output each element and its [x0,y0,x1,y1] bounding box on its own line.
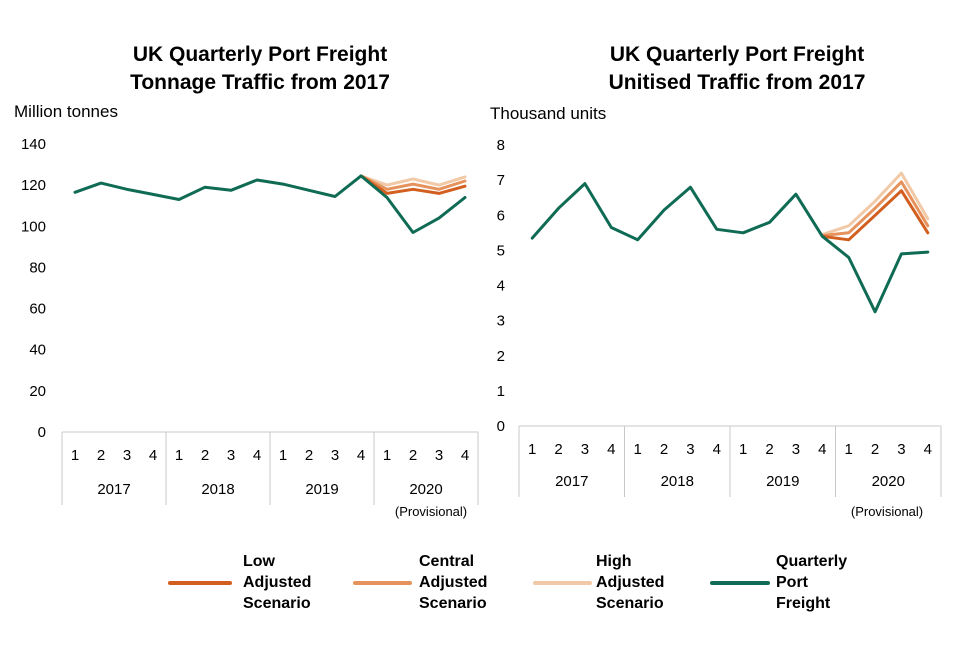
unitised-chart: UK Quarterly Port Freight Unitised Traff… [490,43,942,519]
unitised-quarter-label: 1 [739,441,747,458]
unitised-series-quarterly-port-freight [530,182,930,314]
tonnage-year-label: 2020 [409,481,442,498]
tonnage-chart-subtitle: Tonnage Traffic from 2017 [130,71,390,94]
tonnage-quarter-label: 4 [149,447,157,464]
unitised-quarter-label: 2 [765,441,773,458]
legend-label-central-adjusted-scenario: Scenario [419,595,487,612]
tonnage-quarter-label: 2 [409,447,417,464]
legend-label-low-adjusted-scenario: Adjusted [243,574,311,591]
unitised-series-high-adjusted-scenario [820,171,930,237]
tonnage-y-tick-label: 0 [38,424,46,441]
tonnage-y-axis-label: Million tonnes [14,102,118,121]
legend-label-quarterly-port-freight: Port [776,574,809,591]
legend-label-high-adjusted-scenario: Adjusted [596,574,664,591]
unitised-quarter-label: 1 [528,441,536,458]
unitised-y-tick-label: 3 [497,313,505,330]
unitised-y-tick-label: 1 [497,383,505,400]
legend: Low Adjusted Scenario Central Adjusted Scenar… [168,553,847,612]
unitised-quarter-label: 4 [713,441,721,458]
unitised-y-tick-label: 2 [497,348,505,365]
tonnage-series-central-adjusted-scenario [359,174,467,191]
unitised-year-label: 2019 [766,473,799,490]
legend-label-quarterly-port-freight: Freight [776,595,831,612]
unitised-provisional-note: (Provisional) [851,504,923,519]
unitised-y-tick-label: 8 [497,137,505,154]
unitised-y-tick-label: 5 [497,242,505,259]
legend-label-high-adjusted-scenario: High [596,553,632,570]
legend-label-quarterly-port-freight: Quarterly [776,553,847,570]
unitised-quarter-label: 4 [924,441,932,458]
tonnage-quarter-label: 3 [435,447,443,464]
unitised-y-tick-label: 4 [497,278,505,295]
tonnage-chart-title: UK Quarterly Port Freight [133,43,387,66]
unitised-series-low-adjusted-scenario [820,189,930,242]
tonnage-quarter-label: 1 [383,447,391,464]
tonnage-y-tick-label: 80 [29,259,46,276]
unitised-quarter-label: 3 [792,441,800,458]
unitised-quarter-label: 2 [871,441,879,458]
unitised-quarter-label: 3 [686,441,694,458]
tonnage-quarter-label: 4 [461,447,469,464]
unitised-chart-subtitle: Unitised Traffic from 2017 [609,71,866,94]
tonnage-series-high-adjusted-scenario [359,174,467,187]
unitised-quarter-label: 3 [897,441,905,458]
tonnage-chart: UK Quarterly Port Freight Tonnage Traffi… [14,43,479,519]
tonnage-quarter-label: 3 [227,447,235,464]
tonnage-series-low-adjusted-scenario [359,174,467,195]
unitised-year-label: 2020 [872,473,905,490]
tonnage-quarter-label: 3 [331,447,339,464]
tonnage-year-label: 2019 [305,481,338,498]
tonnage-quarter-label: 1 [71,447,79,464]
unitised-y-axis-label: Thousand units [490,104,606,123]
unitised-year-label: 2017 [555,473,588,490]
unitised-quarter-label: 2 [554,441,562,458]
tonnage-provisional-note: (Provisional) [395,504,467,519]
unitised-quarter-label: 1 [634,441,642,458]
tonnage-y-tick-label: 120 [21,177,46,194]
unitised-quarter-label: 3 [581,441,589,458]
unitised-y-tick-label: 0 [497,418,505,435]
unitised-quarter-label: 4 [607,441,615,458]
unitised-quarter-label: 2 [660,441,668,458]
tonnage-y-tick-label: 40 [29,342,46,359]
unitised-year-label: 2018 [661,473,694,490]
legend-label-central-adjusted-scenario: Adjusted [419,574,487,591]
unitised-y-tick-label: 7 [497,172,505,189]
tonnage-y-tick-label: 20 [29,383,46,400]
legend-label-low-adjusted-scenario: Scenario [243,595,311,612]
unitised-series-central-adjusted-scenario [820,180,930,238]
tonnage-quarter-label: 3 [123,447,131,464]
tonnage-year-label: 2018 [201,481,234,498]
legend-label-central-adjusted-scenario: Central [419,553,474,570]
tonnage-quarter-label: 2 [97,447,105,464]
tonnage-quarter-label: 2 [305,447,313,464]
tonnage-quarter-label: 1 [279,447,287,464]
legend-label-high-adjusted-scenario: Scenario [596,595,664,612]
tonnage-series-quarterly-port-freight [73,174,467,234]
tonnage-y-tick-label: 100 [21,218,46,235]
tonnage-quarter-label: 2 [201,447,209,464]
unitised-quarter-label: 1 [845,441,853,458]
legend-label-low-adjusted-scenario: Low [243,553,276,570]
unitised-chart-title: UK Quarterly Port Freight [610,43,864,66]
tonnage-y-tick-label: 140 [21,136,46,153]
tonnage-y-tick-label: 60 [29,301,46,318]
unitised-y-tick-label: 6 [497,207,505,224]
tonnage-quarter-label: 4 [253,447,261,464]
tonnage-quarter-label: 1 [175,447,183,464]
unitised-quarter-label: 4 [818,441,826,458]
tonnage-year-label: 2017 [97,481,130,498]
tonnage-quarter-label: 4 [357,447,365,464]
